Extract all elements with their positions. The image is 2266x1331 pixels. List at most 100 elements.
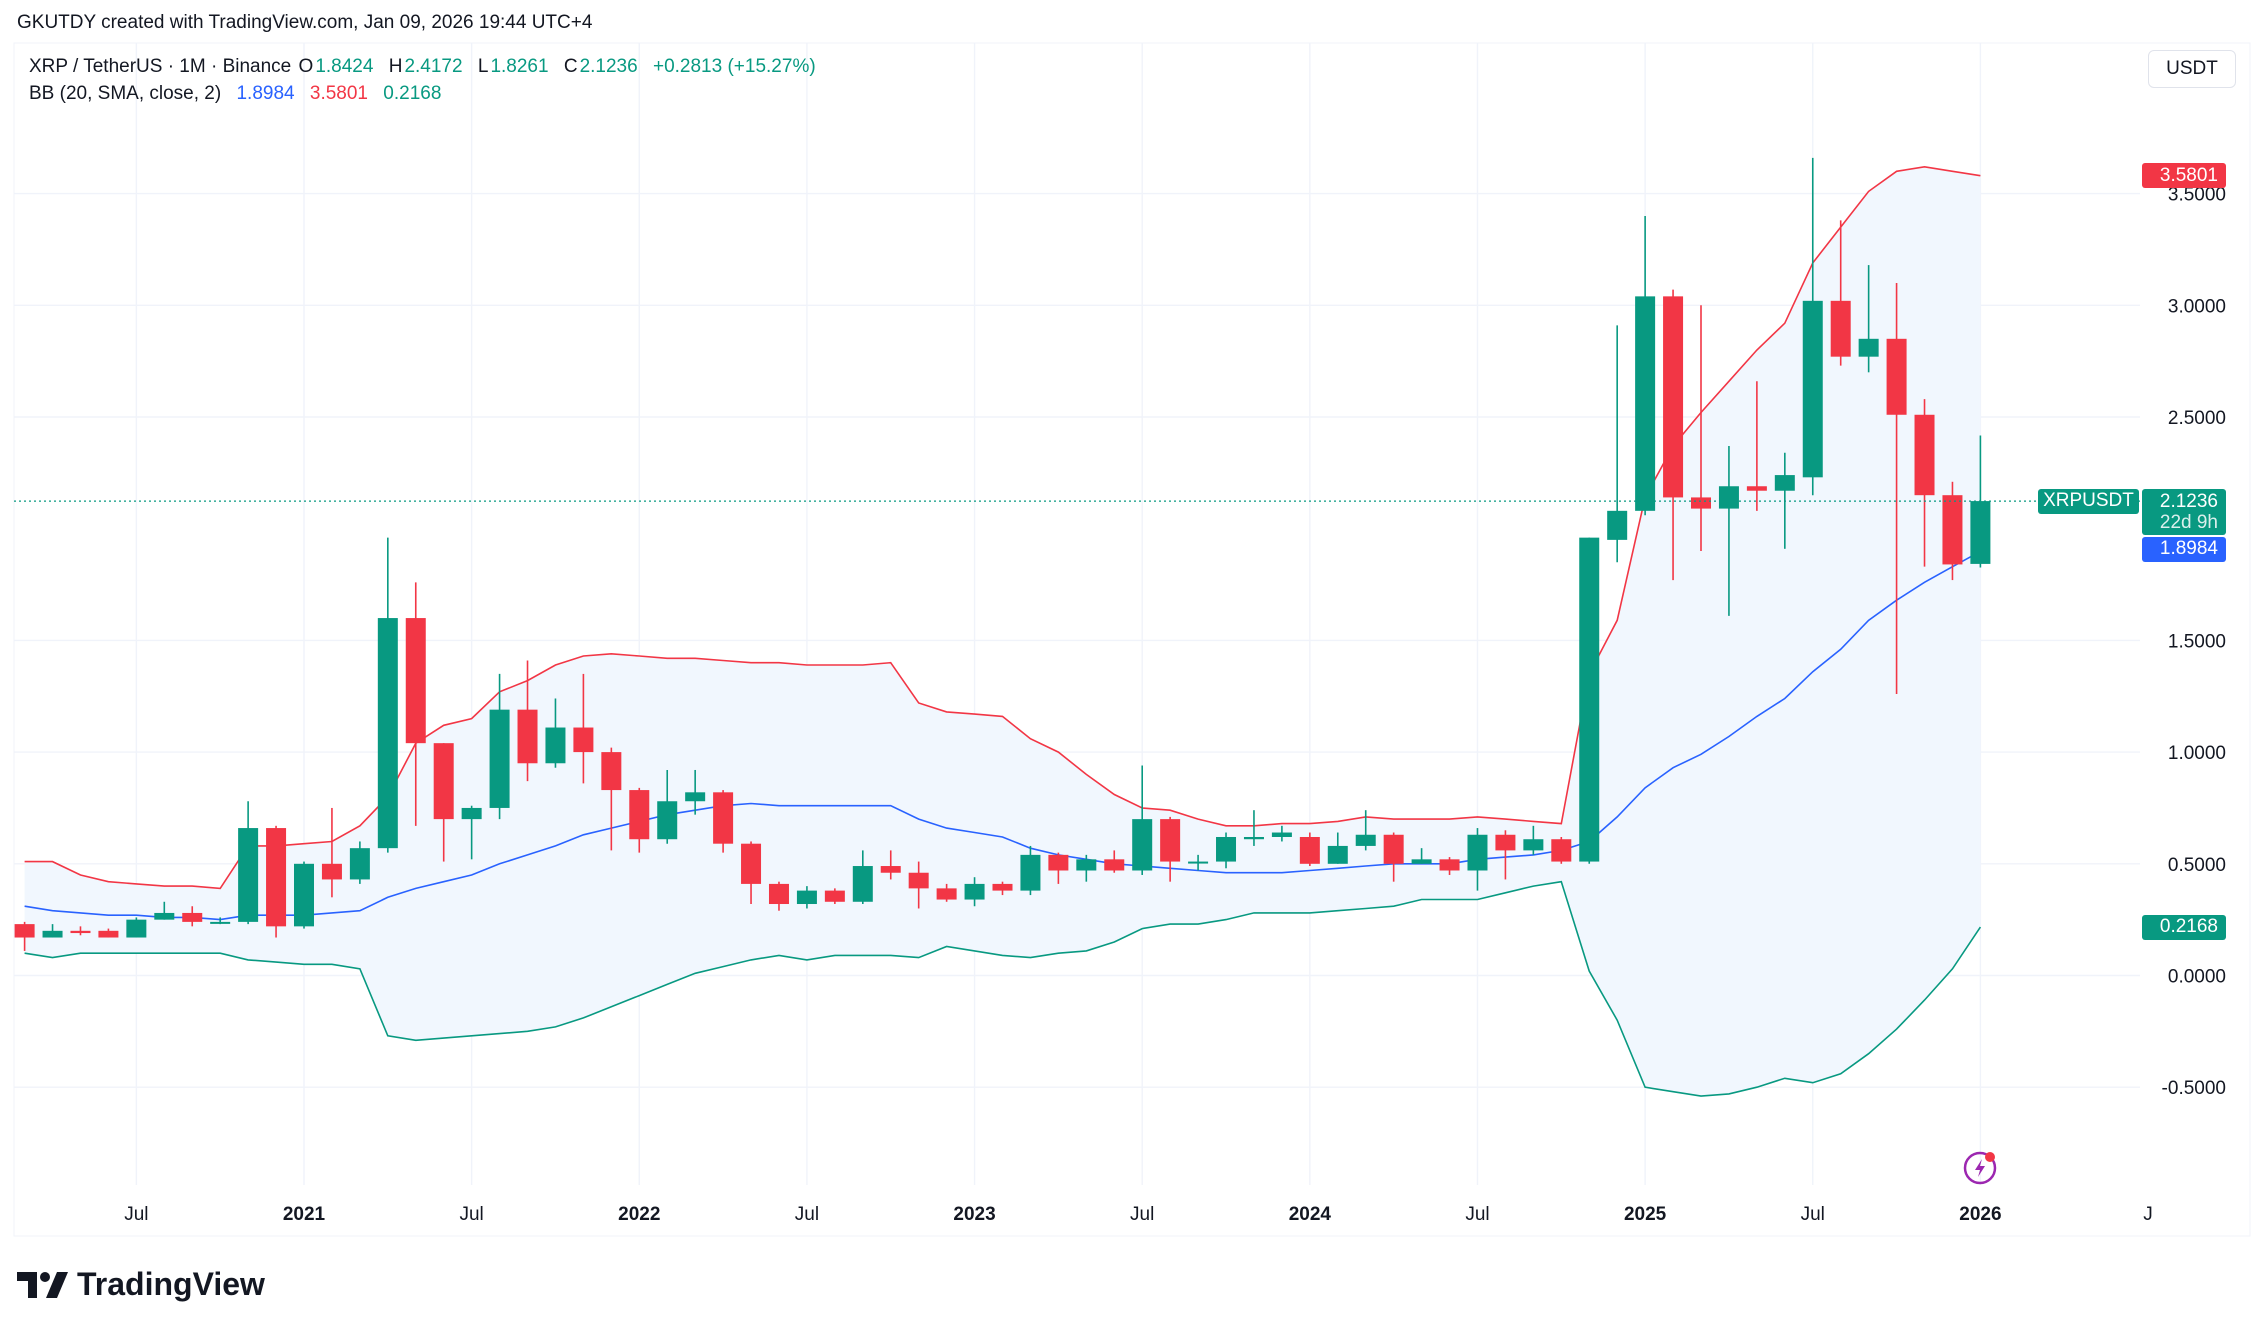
candle-body [433, 743, 454, 820]
change-value: +0.2813 (+15.27%) [652, 56, 816, 77]
candle-body [1411, 859, 1432, 864]
time-tick-label: 2021 [283, 1204, 326, 1225]
candle-body [1635, 296, 1656, 511]
candle [70, 926, 91, 936]
candle [936, 883, 957, 902]
candle [1523, 825, 1544, 855]
candle [98, 928, 119, 938]
bb-lower-value: 0.2168 [383, 83, 442, 104]
candle-body [266, 828, 287, 927]
candle [1355, 810, 1376, 851]
candle [433, 743, 454, 862]
bb-lower-line [24, 880, 1982, 1097]
candle-body [1076, 859, 1097, 871]
candle [1188, 854, 1209, 871]
price-tick-label: 1.5000 [2168, 631, 2226, 652]
candle-body [405, 618, 426, 744]
candle-body [768, 883, 789, 905]
candle [1411, 848, 1432, 864]
candle-body [796, 890, 817, 905]
symbol-name[interactable]: XRP / TetherUS · 1M · Binance [29, 56, 292, 77]
candle-body [1663, 296, 1684, 498]
high-value: 2.4172 [404, 56, 463, 77]
candle [517, 660, 538, 782]
candle-body [210, 921, 231, 924]
candle [713, 790, 734, 853]
bb-basis-price-tag: 1.8984 [2142, 536, 2226, 562]
candle [1467, 828, 1488, 891]
time-axis[interactable]: Jul 2021 Jul 2022 Jul 2023 Jul 2024 Jul 2025 Jul 20… [124, 1204, 2153, 1225]
candle [1132, 765, 1153, 875]
candle [545, 698, 566, 768]
time-tick-label: Jul [1801, 1204, 1825, 1225]
candle-body [908, 872, 929, 889]
time-tick-label: Jul [124, 1204, 148, 1225]
candle-body [824, 890, 845, 902]
candle-body [98, 930, 119, 938]
candle [1020, 845, 1041, 896]
candle [1551, 836, 1572, 864]
bollinger-bands [24, 165, 1982, 1097]
candle-body [713, 792, 734, 844]
candle-body [1355, 834, 1376, 846]
price-axis[interactable]: 3.5000 3.0000 2.5000 1.5000 1.0000 0.5000 0.00… [2162, 185, 2226, 1100]
symbol-tag: XRPUSDT [2038, 488, 2139, 514]
candles [14, 157, 1991, 951]
candle [1830, 220, 1851, 366]
candle-body [1858, 338, 1879, 357]
candle [685, 769, 706, 815]
lightning-icon[interactable] [1963, 1151, 1997, 1185]
candle-body [545, 727, 566, 764]
candle-body [936, 888, 957, 900]
bb-basis-value: 1.8984 [236, 83, 295, 104]
close-value: 2.1236 [579, 56, 638, 77]
price-tick-label: 3.5000 [2168, 185, 2226, 206]
candle [1579, 537, 1600, 864]
candle-body [377, 618, 398, 849]
candle-body [1718, 486, 1739, 509]
candle-body [1048, 854, 1069, 871]
candle-body [1132, 819, 1153, 871]
indicator-name[interactable]: BB (20, SMA, close, 2) [29, 83, 222, 104]
candle-body [1020, 854, 1041, 891]
candle-body [70, 930, 91, 934]
candle-body [1830, 300, 1851, 357]
candle [1942, 481, 1963, 581]
candle-body [126, 919, 147, 938]
time-tick-label: Jul [795, 1204, 819, 1225]
candle-body [685, 792, 706, 802]
candle-body [1467, 834, 1488, 871]
candle-body [964, 883, 985, 900]
candle [1663, 289, 1684, 581]
time-tick-label: 2025 [1624, 1204, 1667, 1225]
candle-body [1886, 338, 1907, 415]
currency-button[interactable]: USDT [2148, 50, 2236, 88]
candle-body [629, 790, 650, 840]
last-price-value: 2.1236 [2159, 490, 2218, 512]
high-label: H [388, 56, 403, 77]
candle-body [992, 883, 1013, 891]
indicator-legend: BB (20, SMA, close, 2) 1.8984 3.5801 0.2… [29, 83, 443, 105]
candle-body [1271, 832, 1292, 837]
candle [657, 769, 678, 844]
candle-body [1495, 834, 1516, 851]
candle [1718, 446, 1739, 616]
candle-body [42, 930, 63, 938]
candle-body [349, 848, 370, 880]
candle [880, 850, 901, 880]
candle-body [573, 727, 594, 753]
candle-body [517, 709, 538, 764]
candle [1271, 825, 1292, 842]
bb-upper-price-tag: 3.5801 [2142, 163, 2226, 189]
candle [461, 805, 482, 860]
tradingview-logo[interactable]: TradingView [17, 1266, 265, 1303]
candle [1104, 850, 1125, 873]
candle-body [1942, 495, 1963, 565]
candle-body [1327, 845, 1348, 864]
candle [964, 877, 985, 907]
candle-body [1383, 834, 1404, 864]
candle-body [852, 866, 873, 902]
candle [1802, 157, 1823, 496]
